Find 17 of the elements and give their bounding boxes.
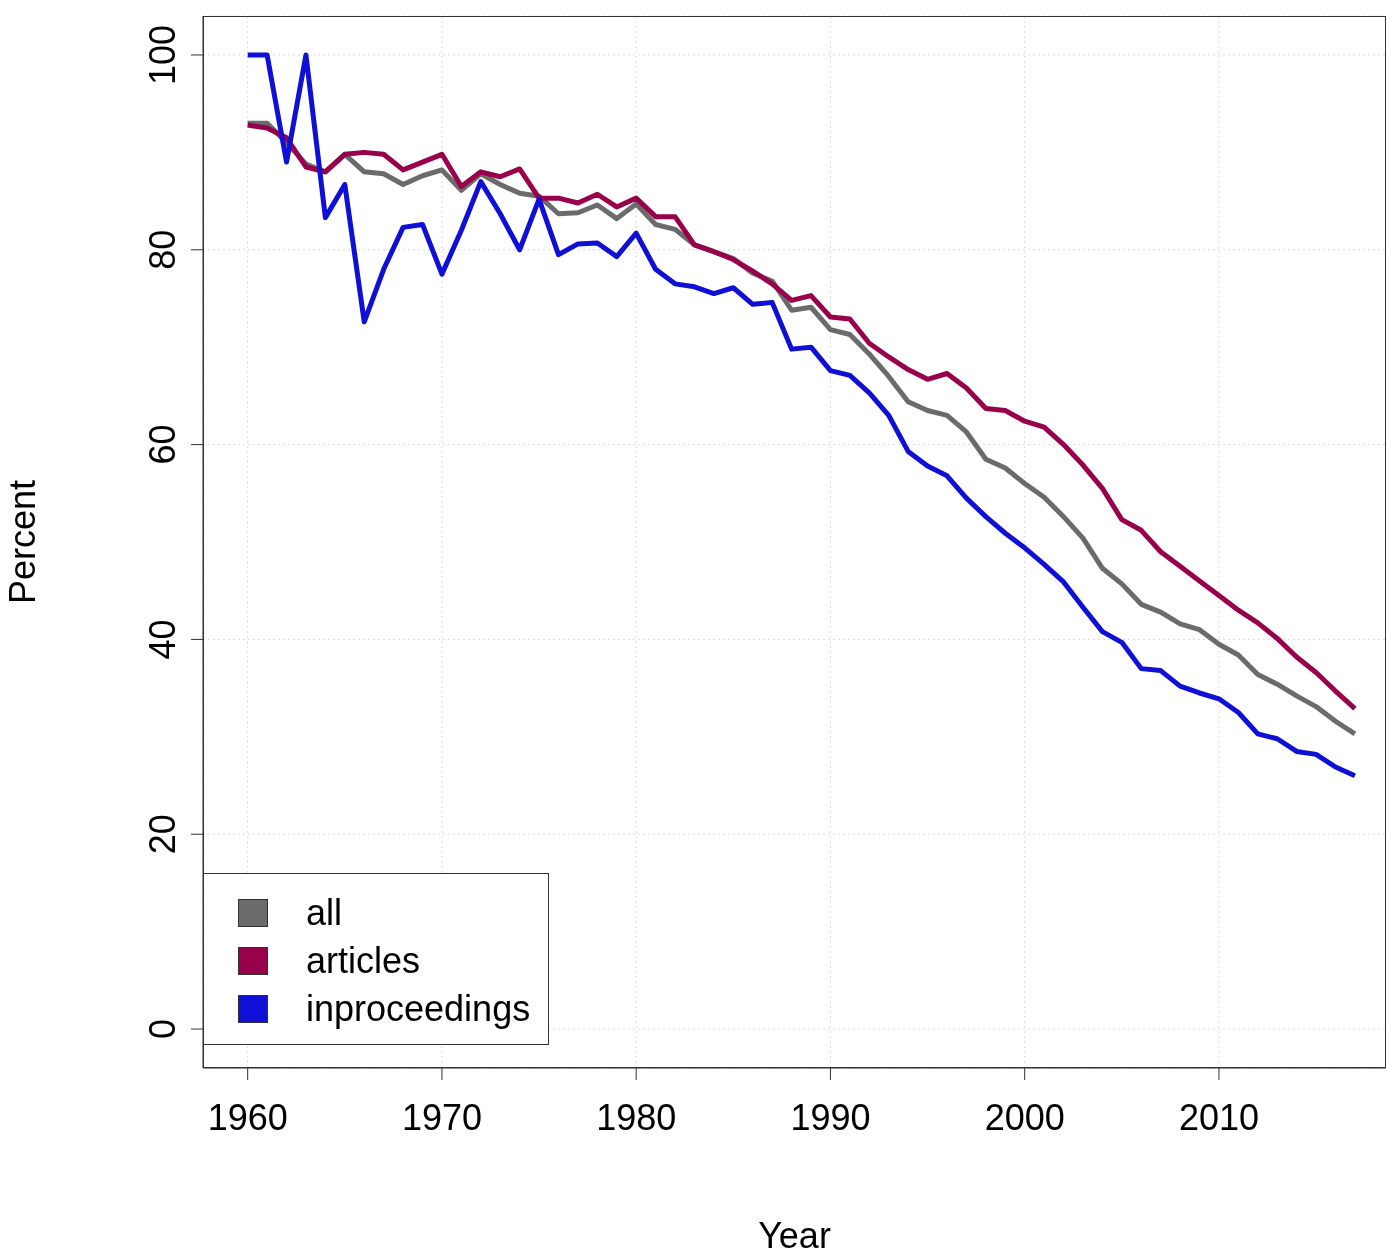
y-tick-label: 20 xyxy=(142,814,183,855)
x-tick-label: 2010 xyxy=(1178,1096,1259,1138)
legend-label: inproceedings xyxy=(306,988,531,1030)
x-tick-label: 2000 xyxy=(984,1096,1065,1138)
y-tick-label: 40 xyxy=(142,619,183,660)
y-tick-label: 0 xyxy=(142,1019,183,1040)
y-tick-label: 60 xyxy=(142,424,183,465)
y-axis-title: Percent xyxy=(1,479,43,605)
x-tick-label: 1990 xyxy=(790,1096,871,1138)
x-tick-label: 1960 xyxy=(207,1096,288,1138)
legend-label: articles xyxy=(306,940,421,982)
y-tick-label: 80 xyxy=(142,229,183,270)
x-tick-label: 1970 xyxy=(401,1096,482,1138)
x-tick-label: 1980 xyxy=(596,1096,677,1138)
x-axis-title: Year xyxy=(758,1215,831,1254)
legend-label: all xyxy=(306,892,343,934)
y-tick-label: 100 xyxy=(142,24,183,85)
